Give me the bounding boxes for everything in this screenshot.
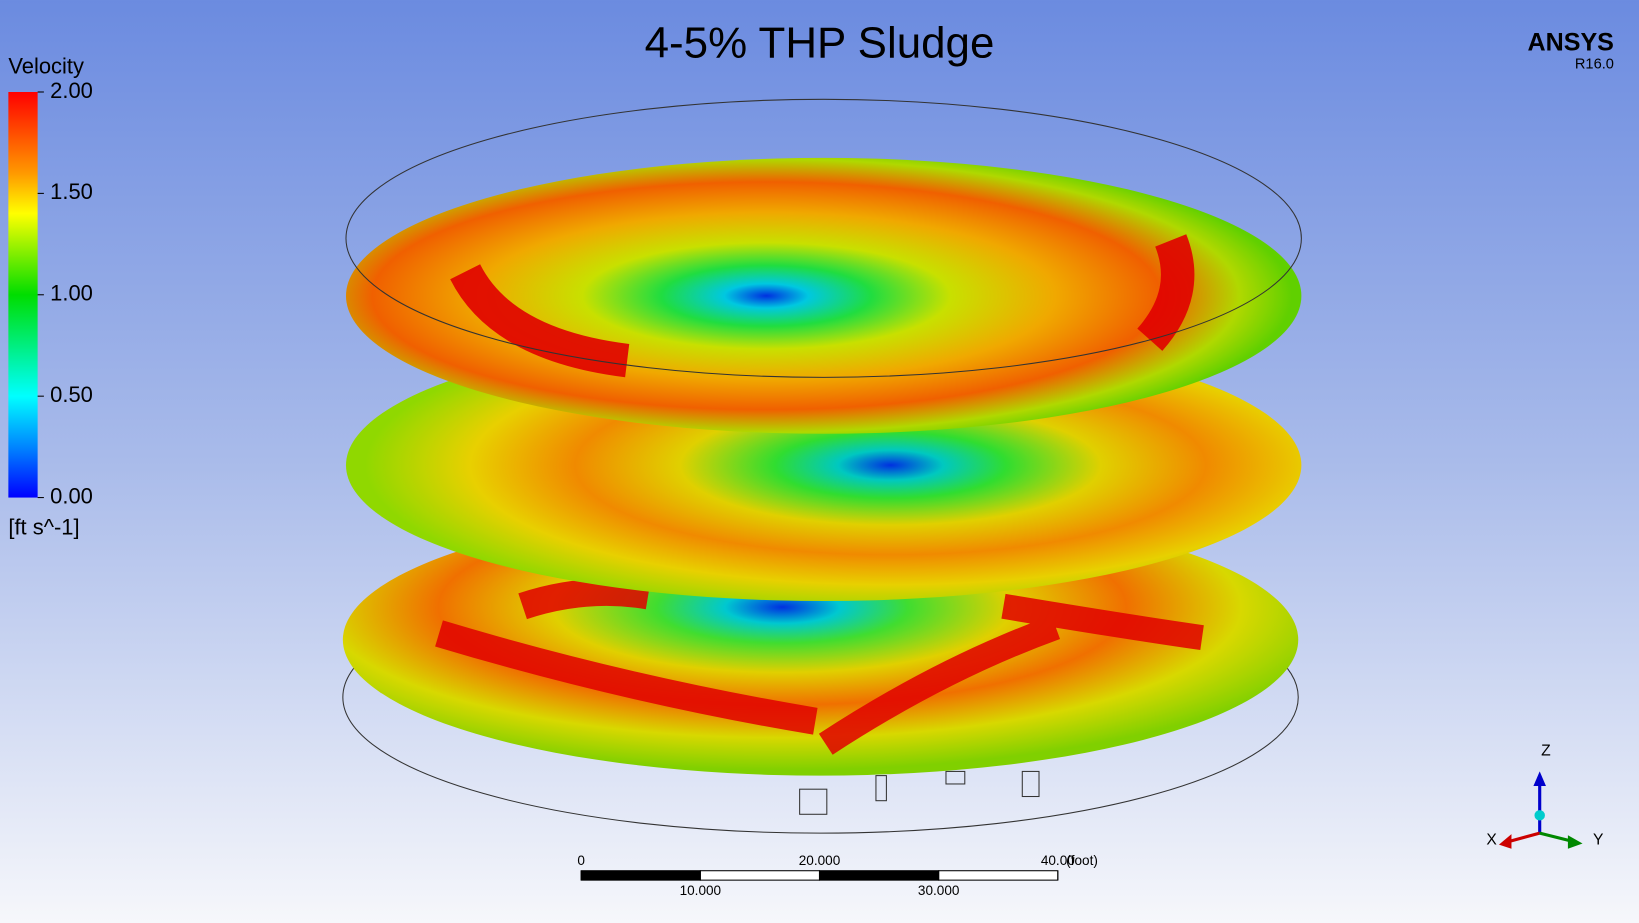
scale-label: 20.000: [799, 853, 841, 868]
scale-unit: (foot): [1066, 853, 1098, 868]
scale-label: 0: [577, 853, 585, 868]
axis-z-label: Z: [1541, 743, 1551, 760]
scale-segment: [820, 871, 939, 880]
viewport: 4-5% THP Sludge ANSYS R16.0 Velocity [ft…: [0, 0, 1639, 923]
color-bar-label: 1.50: [50, 179, 93, 204]
color-bar-label: 1.00: [50, 281, 93, 306]
brand: ANSYS: [1528, 29, 1614, 57]
scale-segment: [939, 871, 1058, 880]
color-bar: [8, 92, 37, 498]
scale-segment: [700, 871, 819, 880]
scale-label: 10.000: [680, 883, 722, 898]
version: R16.0: [1575, 57, 1614, 73]
axis-x-label: X: [1486, 832, 1497, 849]
scale-segment: [581, 871, 700, 880]
axis-y-label: Y: [1593, 832, 1604, 849]
color-bar-label: 0.50: [50, 382, 93, 407]
scale-label: 30.000: [918, 883, 960, 898]
legend-title: Velocity: [8, 54, 84, 79]
legend-unit: [ft s^-1]: [8, 515, 79, 540]
title: 4-5% THP Sludge: [645, 19, 995, 68]
color-bar-label: 2.00: [50, 78, 93, 103]
model: [343, 99, 1302, 833]
color-bar-label: 0.00: [50, 483, 93, 508]
